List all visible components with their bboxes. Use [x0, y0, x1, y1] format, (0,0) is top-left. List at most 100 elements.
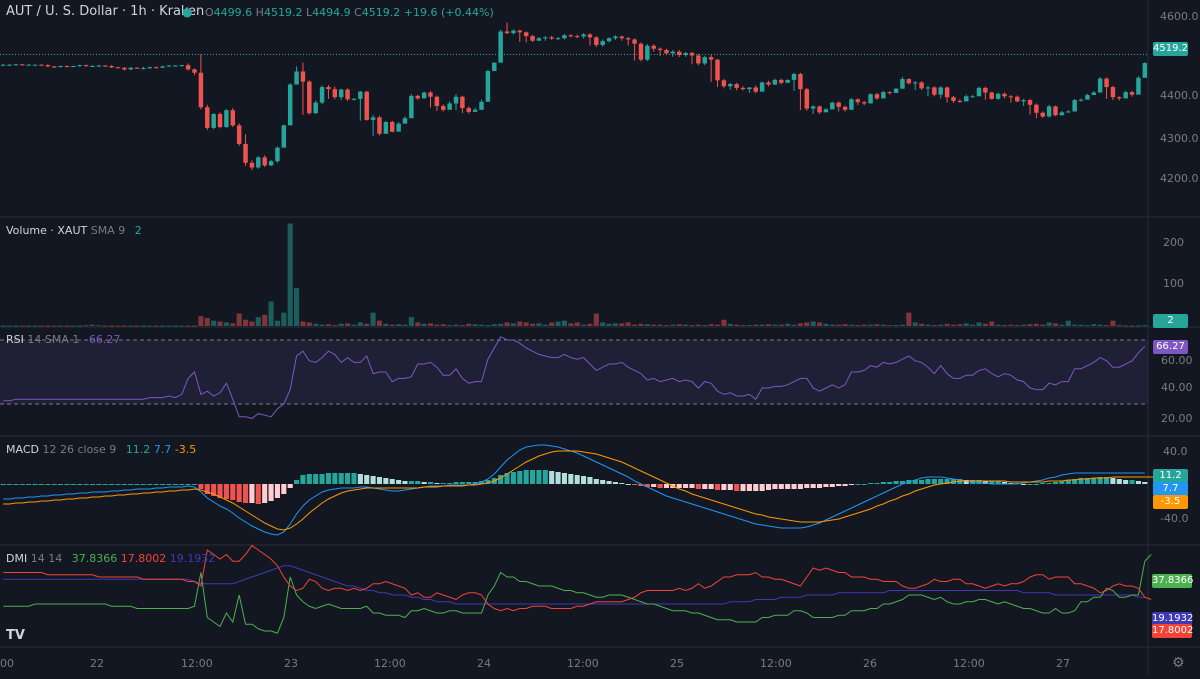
volume-bar [759, 324, 765, 326]
volume-bar [1052, 323, 1059, 326]
candle-body [511, 30, 516, 34]
candle-body [772, 79, 778, 85]
macd-hist-bar [963, 480, 969, 484]
volume-bar [338, 323, 344, 326]
volume-bar [179, 325, 185, 327]
volume-bar [517, 321, 523, 326]
volume-bar [1014, 325, 1020, 327]
candle-body [906, 79, 912, 84]
volume-bar [880, 324, 886, 326]
macd-hist-bar [447, 483, 453, 484]
macd-hist-bar [255, 484, 261, 504]
volume-bar [191, 325, 198, 327]
macd-hist-bar [1135, 481, 1141, 484]
volume-bar [625, 322, 631, 326]
candle-body [868, 94, 873, 104]
volume-bar [478, 324, 485, 326]
macd-signal-line [3, 450, 1171, 531]
volume-bar [1142, 325, 1148, 327]
macd-tick: -40.0 [1160, 512, 1189, 525]
volume-legend[interactable]: Volume · XAUT SMA 9 2 [6, 224, 142, 237]
macd-hist-bar [632, 484, 638, 485]
candle-body [83, 65, 89, 67]
macd-hist-bar [364, 475, 370, 484]
candle-body [268, 161, 274, 166]
dmi-legend[interactable]: DMI 14 14 37.8366 17.8002 19.1932 [6, 552, 216, 565]
macd-hist-bar [676, 484, 682, 488]
candle-body [441, 106, 446, 110]
rsi-tick: 60.00 [1161, 354, 1193, 367]
candle-body [1078, 99, 1084, 101]
macd-hist-bar [880, 482, 886, 484]
candle-body [466, 108, 471, 112]
volume-bar [26, 325, 32, 327]
volume-bar [772, 324, 778, 326]
rsi-tick: 40.00 [1161, 381, 1193, 394]
macd-hist-bar [536, 470, 542, 484]
macd-hist-bar [415, 481, 421, 484]
volume-bar [300, 321, 306, 326]
macd-hist-bar [38, 484, 45, 485]
volume-bar [427, 323, 434, 326]
candle-body [817, 106, 822, 113]
candle-body [7, 64, 12, 66]
volume-bar [83, 325, 89, 327]
candle-body [1136, 77, 1141, 95]
macd-hist-bar [274, 484, 280, 498]
candle-body [243, 143, 248, 163]
candle-body [351, 98, 357, 100]
candle-body [64, 66, 70, 67]
candle-body [759, 82, 765, 92]
macd-hist-bar [606, 481, 612, 484]
volume-bar [160, 325, 166, 327]
settings-icon[interactable]: ⚙ [1172, 655, 1185, 671]
macd-hist-bar [204, 484, 210, 494]
volume-bar [1065, 320, 1071, 326]
macd-hist-bar [759, 484, 765, 491]
tradingview-logo[interactable]: TV [6, 628, 25, 643]
volume-bar [447, 325, 453, 327]
volume-bar [268, 301, 274, 326]
time-label: 12:00 [374, 657, 406, 670]
symbol-title[interactable]: AUT / U. S. Dollar · 1h · Kraken [6, 4, 205, 19]
candle-body [600, 41, 605, 45]
macd-hist-bar [797, 484, 803, 489]
volume-bar [778, 324, 784, 326]
candle-body [1034, 104, 1039, 113]
volume-bar [249, 321, 255, 326]
candle-body [1008, 96, 1014, 98]
volume-bar [364, 323, 370, 326]
low-value: 4494.9 [312, 6, 351, 19]
volume-bar [848, 324, 854, 326]
volume-bar [109, 325, 115, 327]
volume-bar [370, 312, 376, 326]
volume-bar [861, 324, 867, 326]
candle-body [230, 110, 236, 126]
volume-bar [574, 322, 580, 326]
ohlc-legend: O4499.6 H4519.2 L4494.9 C4519.2 +19.6 (+… [205, 6, 494, 19]
volume-bar [402, 324, 408, 326]
macd-hist-bar [746, 484, 752, 491]
volume-bar [683, 324, 689, 326]
volume-bar [855, 325, 861, 327]
volume-bar [791, 324, 797, 326]
volume-bar [925, 324, 931, 326]
macd-hist-bar [663, 484, 670, 488]
candle-body [77, 65, 82, 67]
open-value: 4499.6 [213, 6, 253, 19]
macd-hist-bar [96, 484, 102, 485]
volume-bar [313, 323, 319, 326]
macd-hist-bar [77, 484, 83, 485]
rsi-legend[interactable]: RSI 14 SMA 1 66.27 [6, 333, 121, 346]
candle-body [262, 157, 267, 166]
volume-bar [816, 322, 823, 326]
volume-bar [19, 325, 25, 327]
candle-body [141, 68, 146, 70]
macd-hist-bar [587, 477, 593, 484]
volume-bar [498, 323, 504, 326]
volume-bar [185, 325, 191, 327]
macd-legend[interactable]: MACD 12 26 close 9 11.2 7.7 -3.5 [6, 443, 197, 456]
macd-hist-bar [899, 481, 906, 484]
